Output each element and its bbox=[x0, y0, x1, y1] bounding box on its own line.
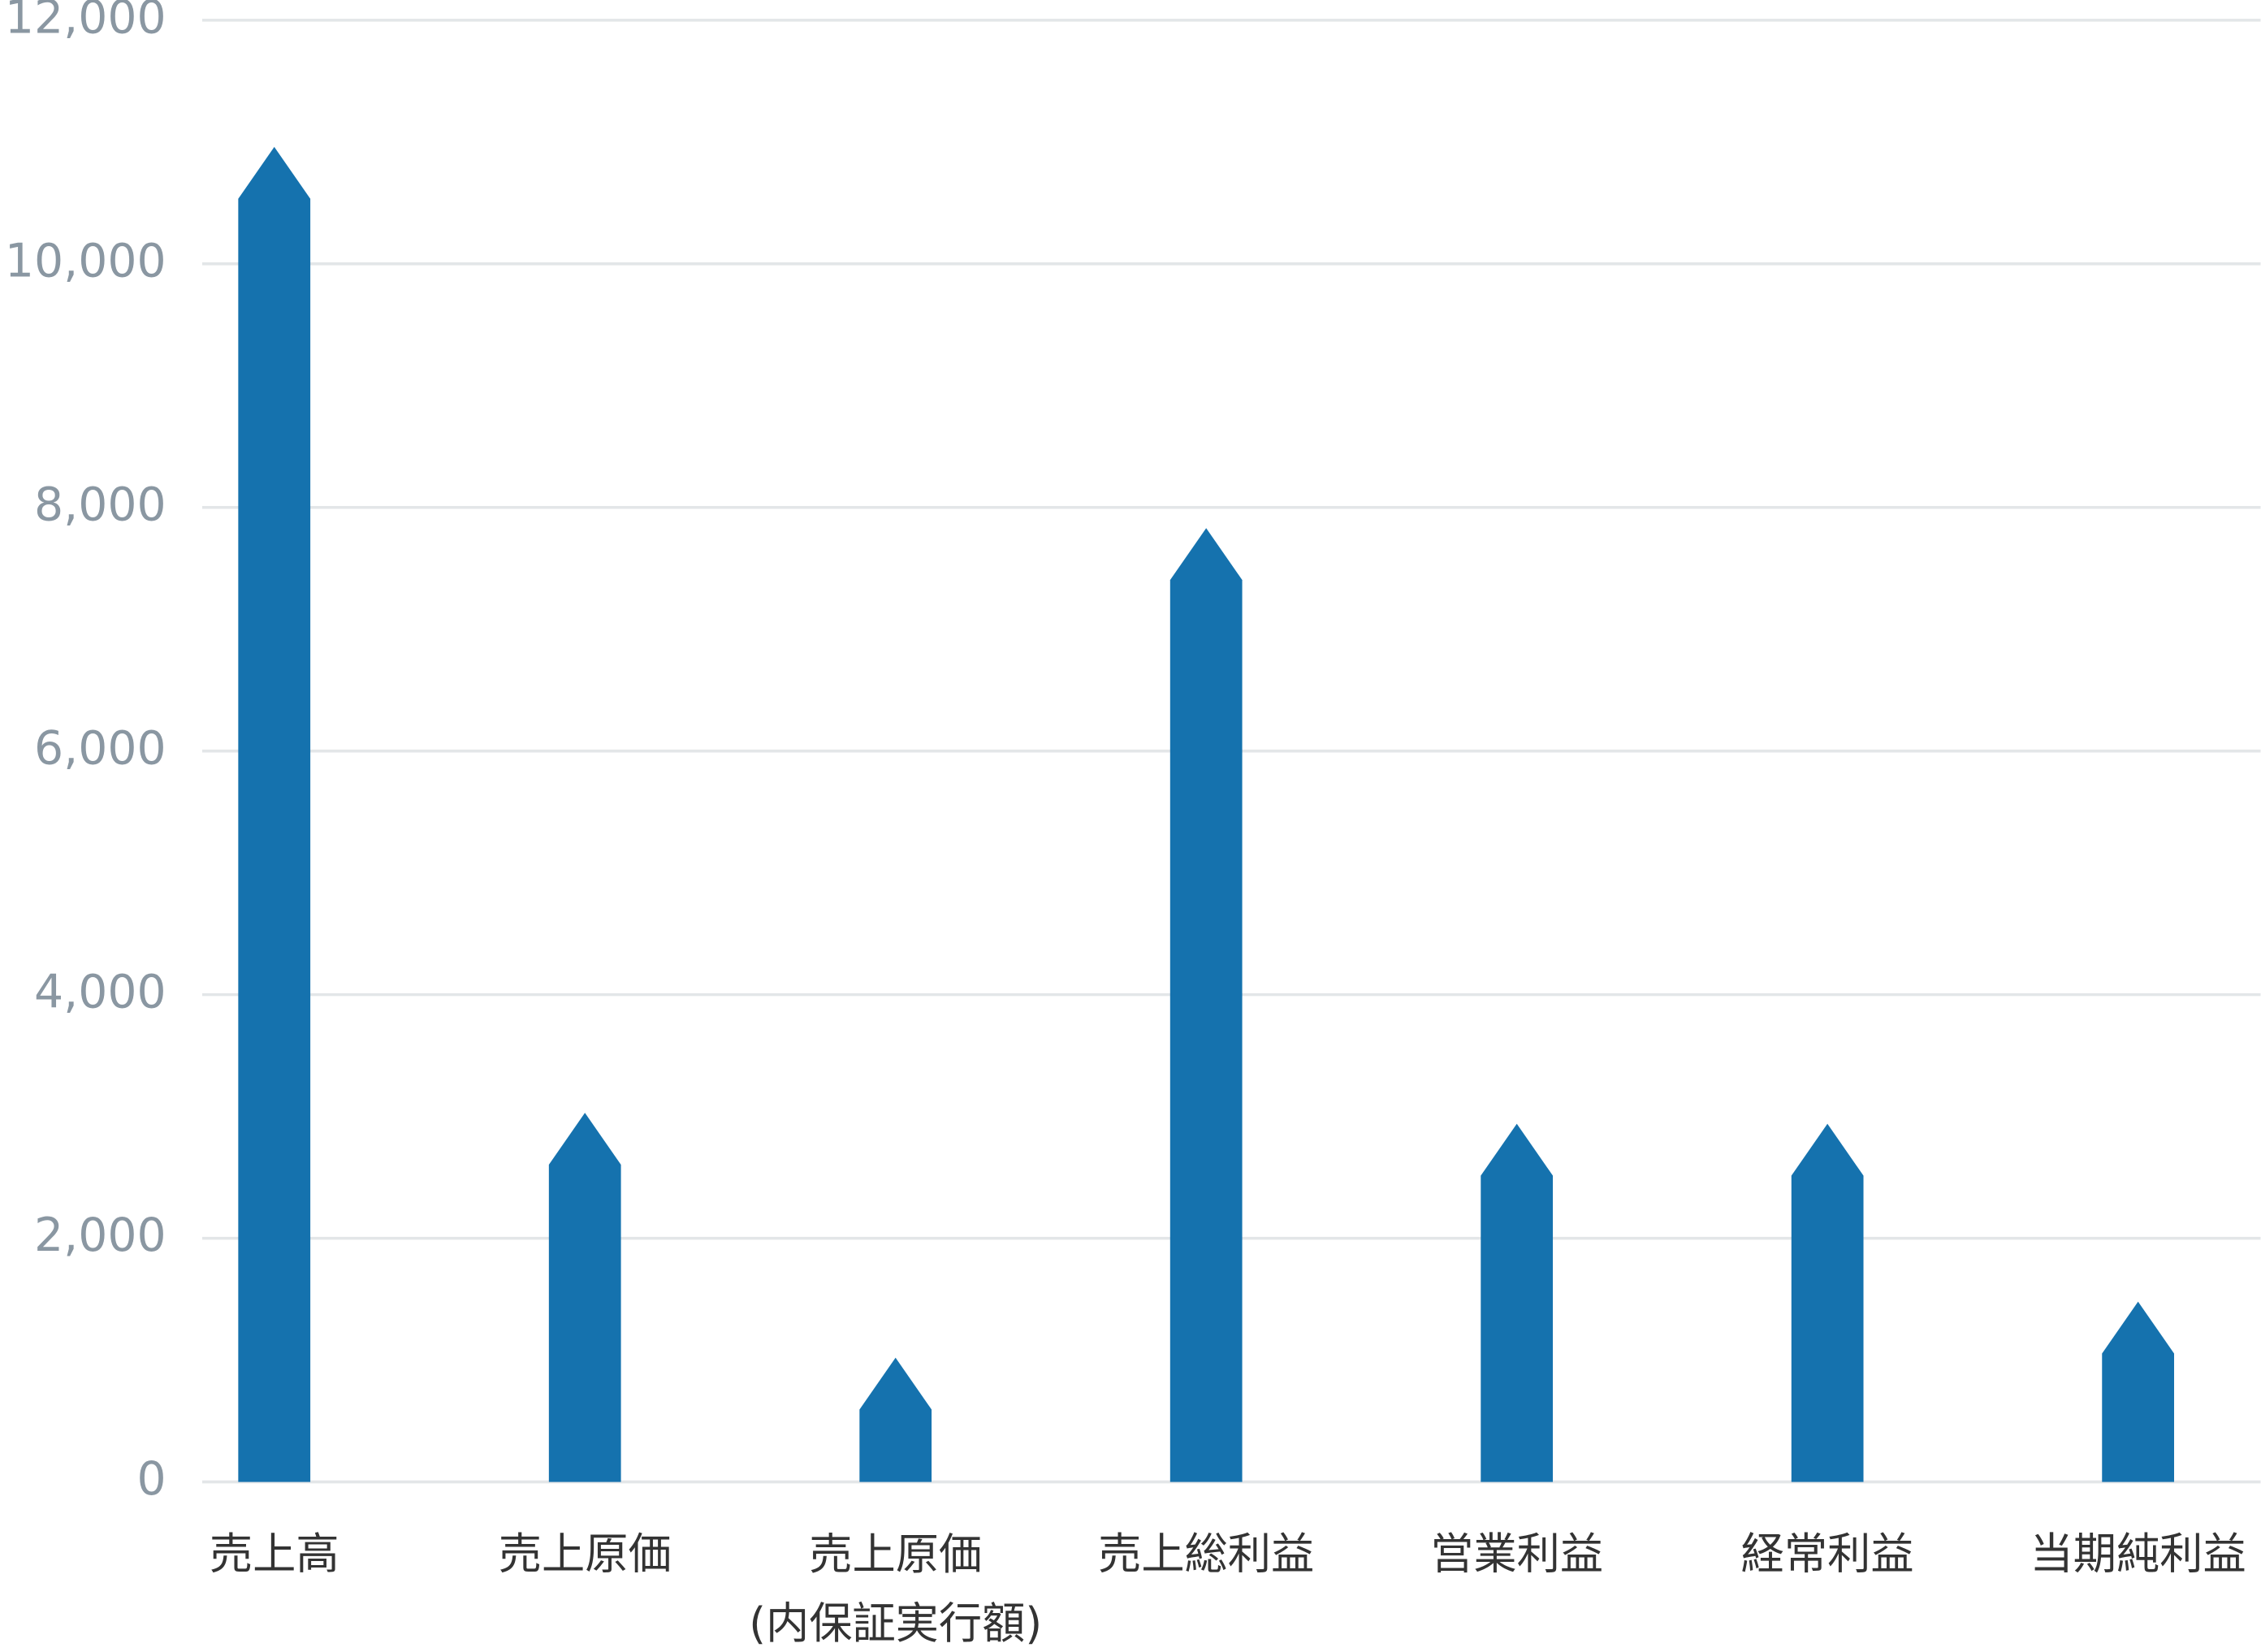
x-tick-label: 営業利益 bbox=[1430, 1529, 1603, 1579]
x-tick-label: 売上総利益 bbox=[1098, 1529, 1314, 1579]
bar bbox=[238, 146, 311, 1482]
bar bbox=[1169, 528, 1243, 1482]
x-tick-label: 当期純利益 bbox=[2030, 1529, 2246, 1579]
y-tick-label: 0 bbox=[136, 1452, 166, 1506]
x-tick-label: 売上高 bbox=[210, 1529, 339, 1579]
y-tick-label: 2,000 bbox=[34, 1209, 166, 1262]
y-tick-label: 12,000 bbox=[5, 0, 166, 44]
x-tick-label: 売上原価(内保証実行額) bbox=[749, 1529, 1042, 1648]
y-tick-label: 10,000 bbox=[5, 234, 166, 288]
bar bbox=[859, 1357, 932, 1482]
bar bbox=[1791, 1123, 1864, 1482]
bar bbox=[2102, 1301, 2175, 1482]
x-tick-label: 売上原価 bbox=[499, 1529, 672, 1579]
x-tick-label: 経常利益 bbox=[1741, 1529, 1914, 1579]
y-tick-label: 8,000 bbox=[34, 478, 166, 531]
y-tick-label: 6,000 bbox=[34, 721, 166, 775]
bar bbox=[548, 1113, 621, 1482]
bar bbox=[1481, 1123, 1554, 1482]
y-tick-label: 4,000 bbox=[34, 965, 166, 1018]
